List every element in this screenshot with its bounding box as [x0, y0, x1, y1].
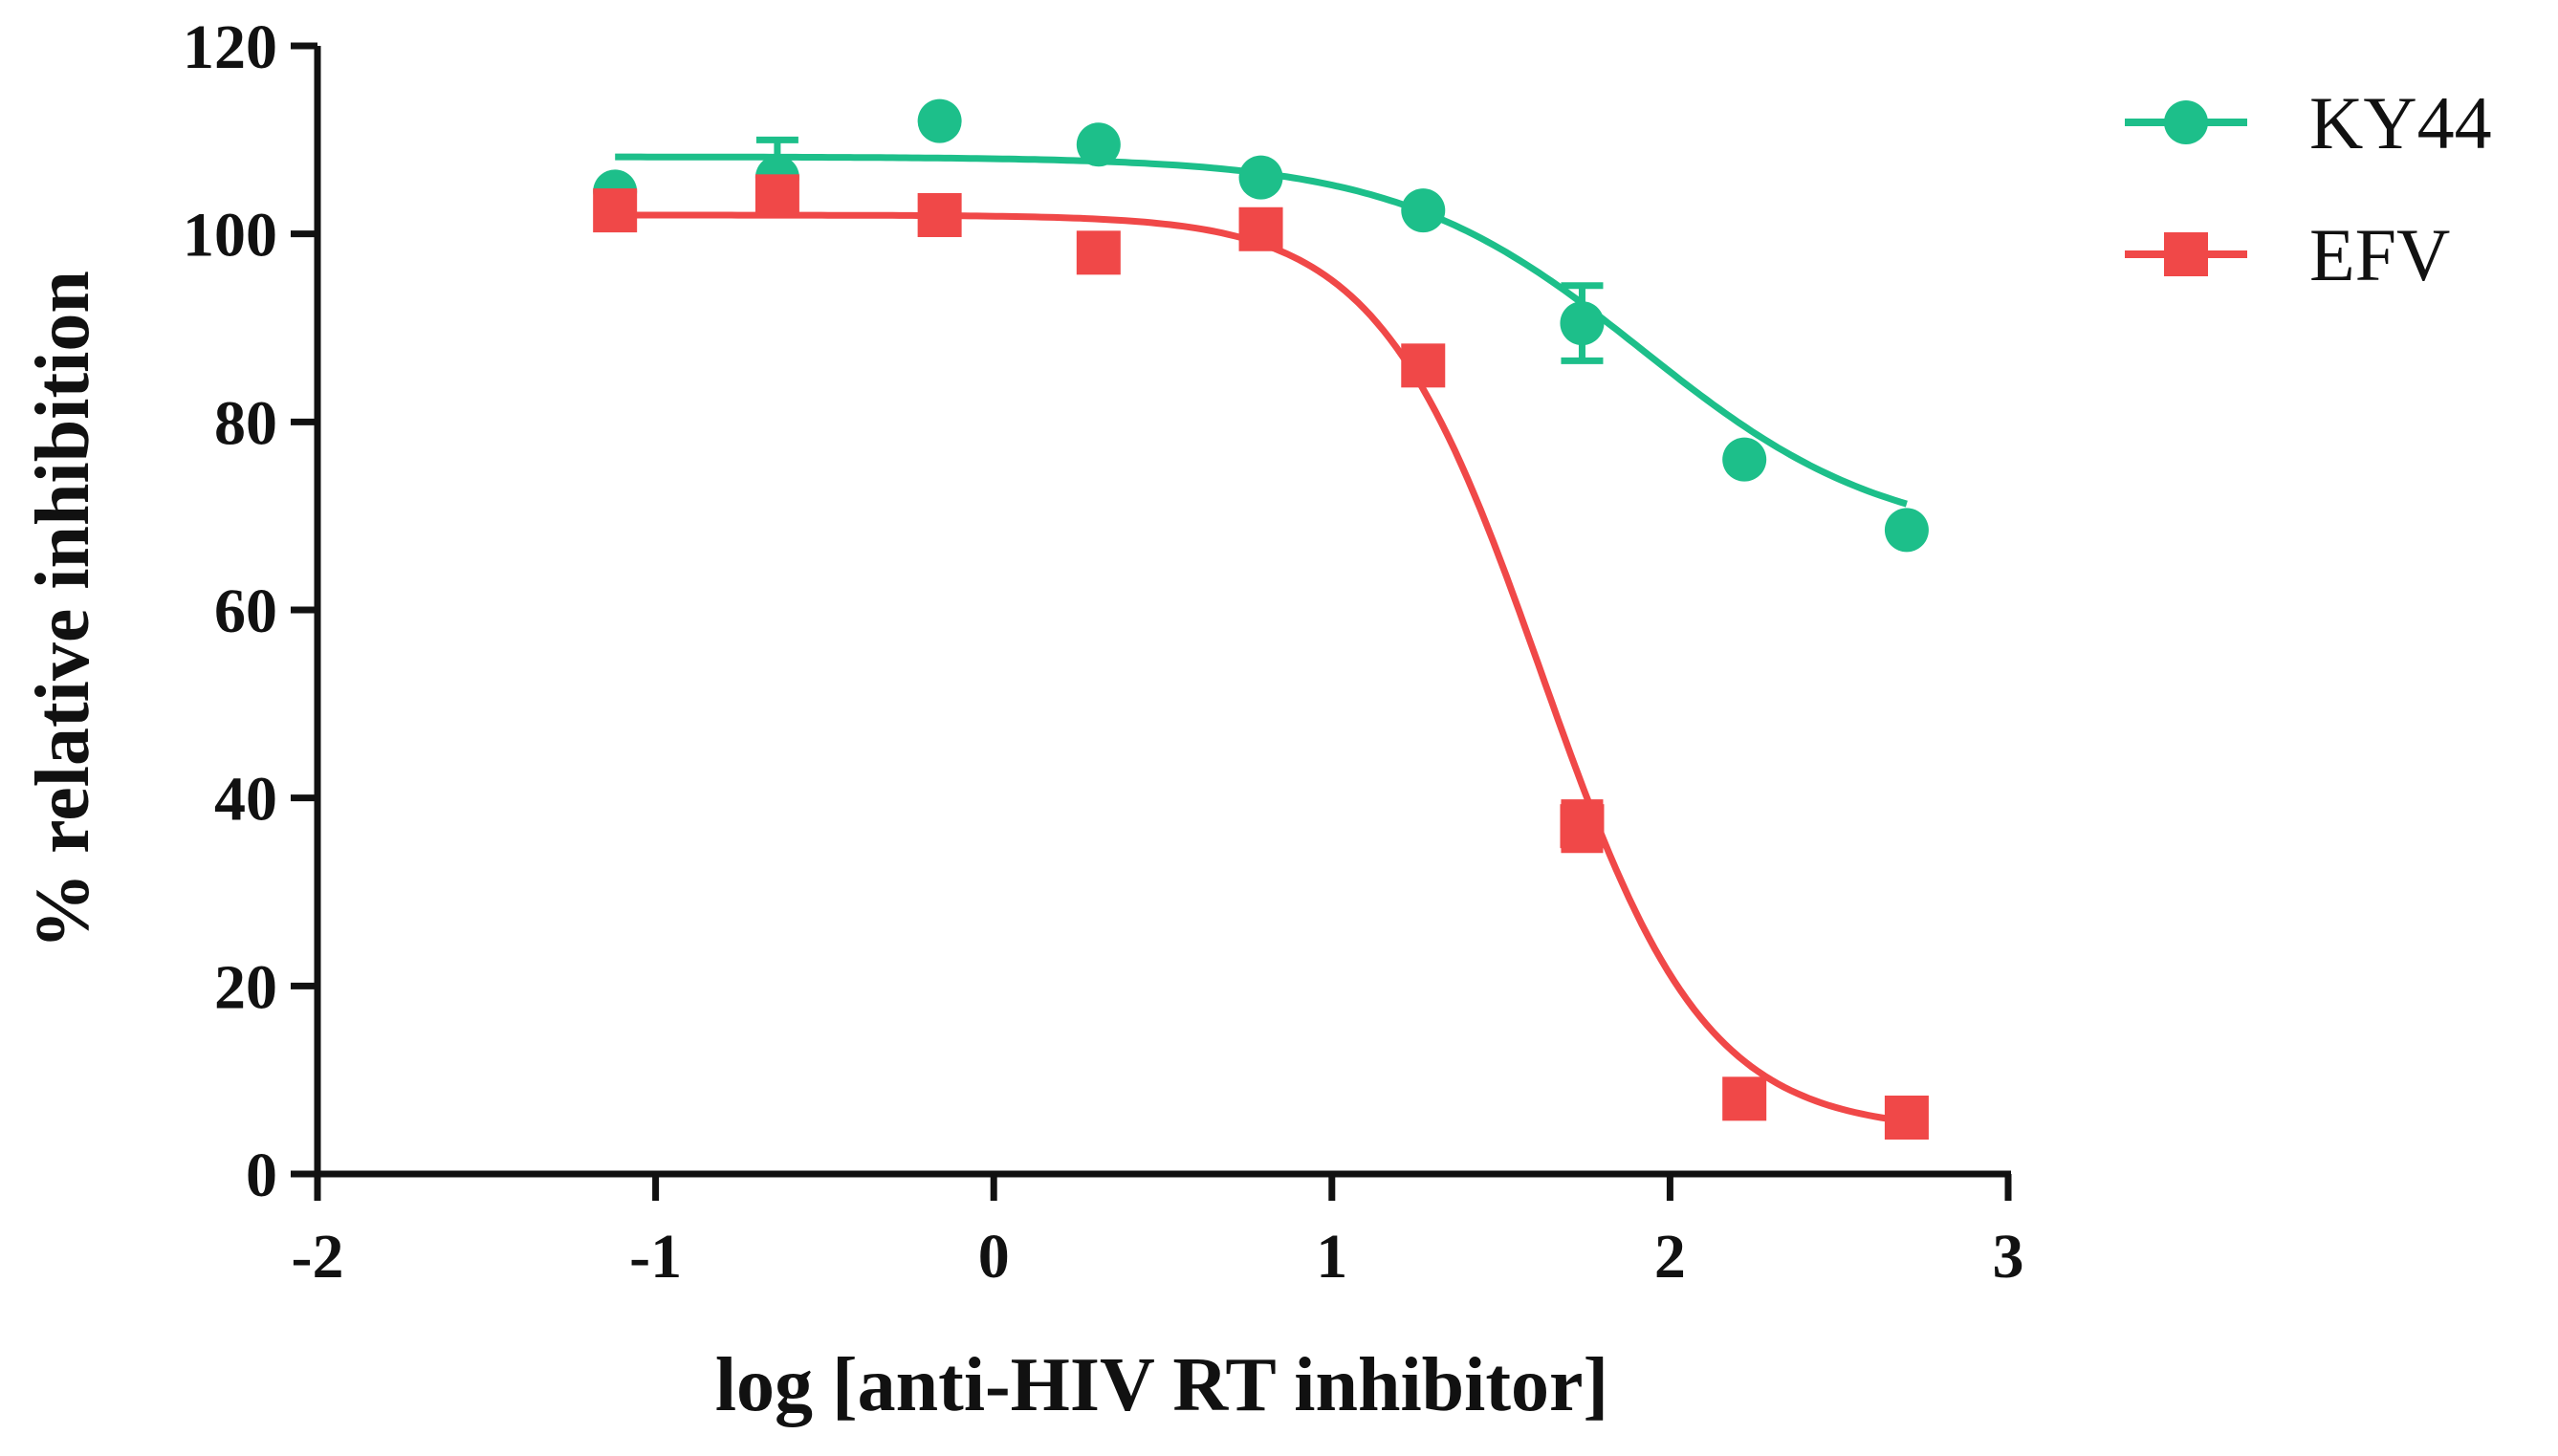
x-tick-label: -2 — [292, 1222, 344, 1292]
fit-curve-efv — [615, 211, 1908, 1125]
data-point-ky44 — [1722, 437, 1767, 482]
legend: KY44 EFV — [2125, 81, 2492, 296]
legend-item-ky44: KY44 — [2125, 81, 2492, 164]
y-tick-label: 120 — [183, 12, 277, 82]
data-point-ky44 — [2164, 100, 2208, 144]
legend-label: EFV — [2309, 213, 2450, 296]
y-ticks: 0 20 40 60 80 100 120 — [183, 12, 317, 1210]
x-ticks: -2 -1 0 1 2 3 — [292, 1174, 2024, 1292]
data-point-ky44 — [1076, 122, 1121, 167]
series-efv — [593, 174, 1929, 1140]
data-point-efv — [1401, 343, 1446, 388]
y-tick-label: 0 — [246, 1141, 277, 1210]
legend-item-efv: EFV — [2125, 213, 2450, 296]
y-tick-label: 40 — [214, 765, 277, 835]
axes: 0 20 40 60 80 100 120 -2 -1 0 1 2 3 — [183, 12, 2024, 1292]
data-point-efv — [1238, 206, 1283, 251]
data-point-efv — [1560, 804, 1605, 849]
y-tick-label: 60 — [214, 576, 277, 646]
data-point-efv — [1076, 230, 1121, 275]
series-ky44 — [593, 98, 1929, 553]
data-point-ky44 — [1238, 155, 1283, 200]
y-axis-title: % relative inhibition — [21, 271, 105, 949]
x-tick-label: 2 — [1654, 1222, 1686, 1292]
data-point-ky44 — [1884, 508, 1929, 553]
x-tick-label: -1 — [629, 1222, 682, 1292]
data-point-efv — [593, 188, 638, 233]
data-point-efv — [1722, 1076, 1767, 1121]
x-tick-label: 1 — [1316, 1222, 1347, 1292]
y-tick-label: 80 — [214, 388, 277, 458]
y-tick-label: 20 — [214, 952, 277, 1022]
x-tick-label: 0 — [978, 1222, 1010, 1292]
data-point-ky44 — [1401, 188, 1446, 233]
data-point-ky44 — [917, 98, 962, 143]
data-point-efv — [917, 193, 962, 237]
y-tick-label: 100 — [183, 201, 277, 271]
data-point-ky44 — [1560, 301, 1605, 346]
legend-label: KY44 — [2309, 81, 2492, 164]
x-axis-title: log [anti-HIV RT inhibitor] — [715, 1343, 1608, 1427]
data-point-efv — [1884, 1096, 1929, 1140]
plot-area — [593, 98, 1929, 1140]
x-tick-label: 3 — [1993, 1222, 2024, 1292]
data-point-efv — [754, 174, 799, 219]
data-point-efv — [2164, 232, 2208, 276]
